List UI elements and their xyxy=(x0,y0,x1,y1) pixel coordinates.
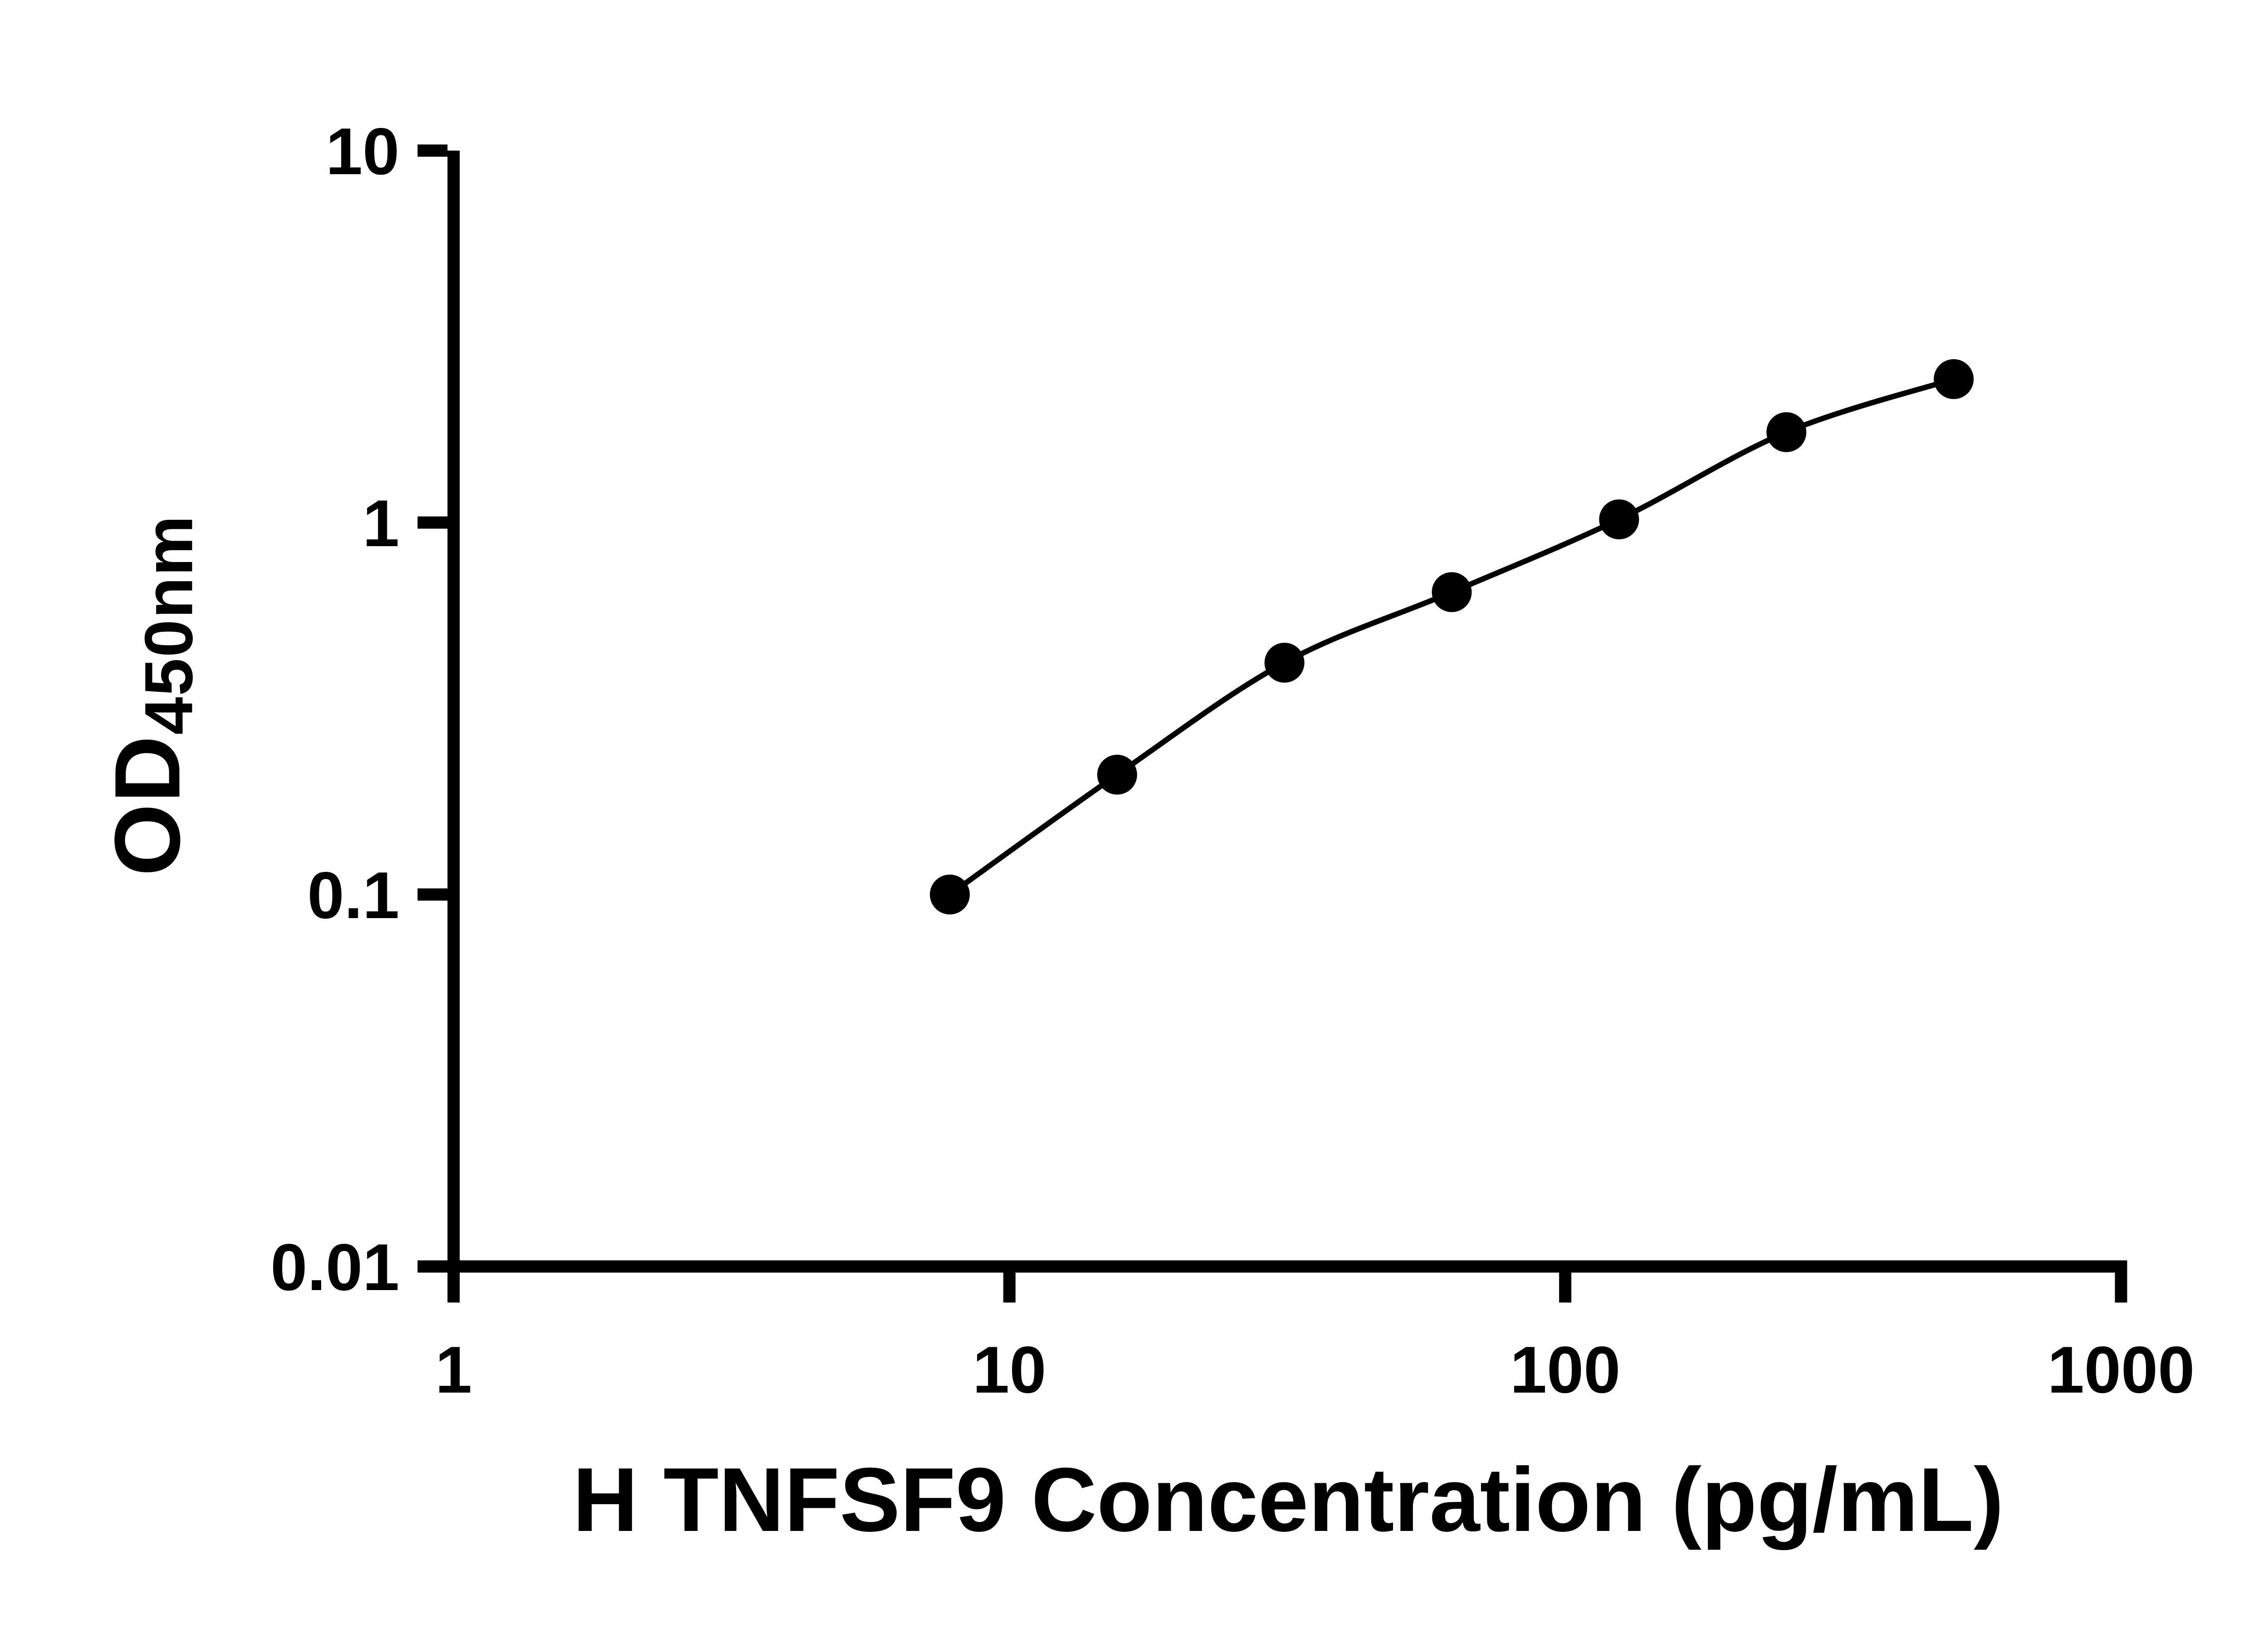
x-axis-tick-label: 1000 xyxy=(2048,1333,2195,1407)
data-point xyxy=(929,875,970,914)
y-axis-tick-label: 1 xyxy=(362,486,399,560)
x-axis-title: H TNFSF9 Concentration (pg/mL) xyxy=(572,1449,2004,1550)
y-axis-tick-label: 0.1 xyxy=(308,858,400,932)
x-axis-tick-label: 10 xyxy=(973,1333,1046,1407)
x-axis-tick-label: 1 xyxy=(435,1333,472,1407)
data-point xyxy=(1432,572,1472,612)
y-axis-label: OD xyxy=(95,734,200,876)
data-point xyxy=(1097,754,1137,795)
data-point xyxy=(1599,499,1639,539)
data-point xyxy=(1934,359,1974,399)
data-point xyxy=(1766,412,1807,452)
y-axis-tick-label: 0.01 xyxy=(270,1230,399,1304)
y-axis-tick-label: 10 xyxy=(326,114,399,188)
x-axis-tick-label: 100 xyxy=(1510,1333,1621,1407)
data-point xyxy=(1264,642,1305,683)
y-axis-title: OD450nm xyxy=(94,515,208,876)
y-axis-label-subscript: 450nm xyxy=(130,514,207,735)
standard-curve-line xyxy=(948,376,1955,897)
